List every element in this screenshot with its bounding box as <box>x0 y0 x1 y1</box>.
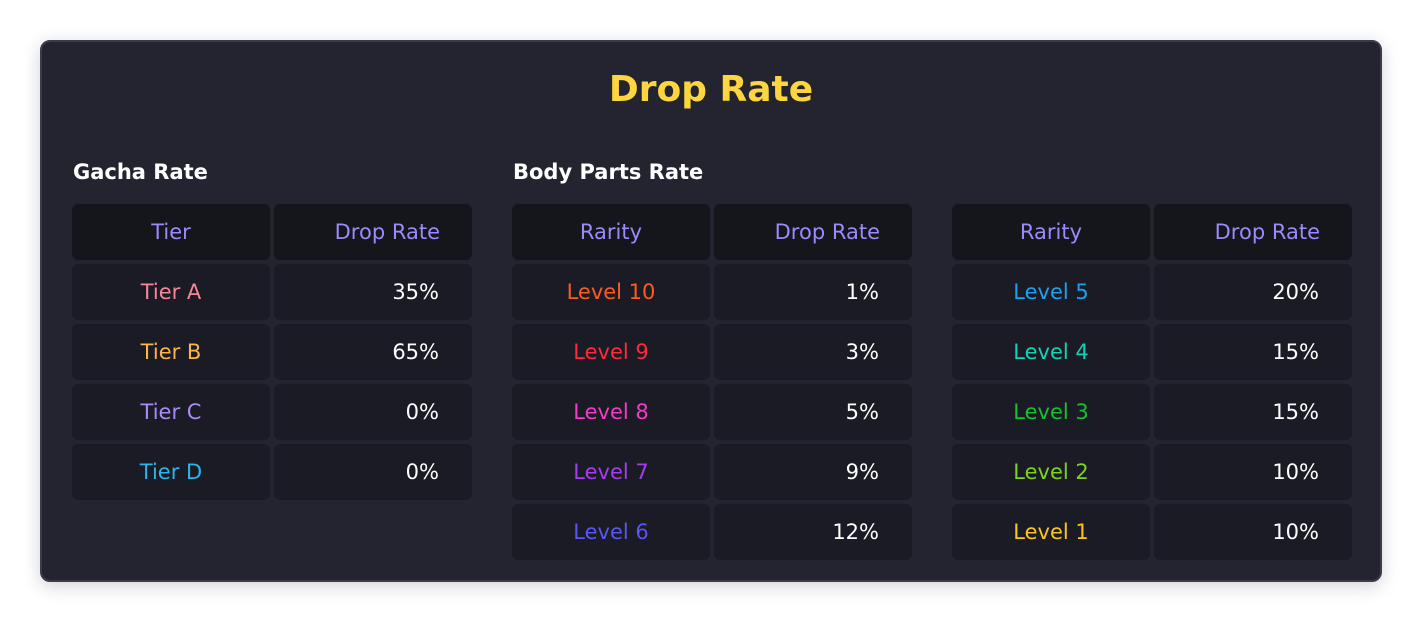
drop-rate-value: 0% <box>274 384 472 440</box>
rarity-label: Level 3 <box>952 384 1150 440</box>
rarity-label: Level 5 <box>952 264 1150 320</box>
table-header-rarity: Rarity <box>952 204 1150 260</box>
tier-label: Tier C <box>72 384 270 440</box>
rarity-label: Level 7 <box>512 444 710 500</box>
tier-label: Tier A <box>72 264 270 320</box>
drop-rate-value: 3% <box>714 324 912 380</box>
rarity-label: Level 1 <box>952 504 1150 560</box>
body-parts-rate-table-high: Rarity Drop Rate Level 10 1% Level 9 3% … <box>512 204 912 560</box>
drop-rate-value: 35% <box>274 264 472 320</box>
rarity-label: Level 2 <box>952 444 1150 500</box>
drop-rate-value: 20% <box>1154 264 1352 320</box>
drop-rate-value: 1% <box>714 264 912 320</box>
rarity-label: Level 4 <box>952 324 1150 380</box>
drop-rate-panel: Drop Rate Gacha Rate Body Parts Rate Tie… <box>40 40 1382 582</box>
drop-rate-value: 65% <box>274 324 472 380</box>
table-header-drop-rate: Drop Rate <box>274 204 472 260</box>
table-header-rarity: Rarity <box>512 204 710 260</box>
body-parts-rate-table-low: Rarity Drop Rate Level 5 20% Level 4 15%… <box>952 204 1352 560</box>
rarity-label: Level 9 <box>512 324 710 380</box>
table-header-drop-rate: Drop Rate <box>1154 204 1352 260</box>
drop-rate-value: 12% <box>714 504 912 560</box>
drop-rate-value: 15% <box>1154 324 1352 380</box>
gacha-rate-section-title: Gacha Rate <box>73 160 208 184</box>
drop-rate-value: 0% <box>274 444 472 500</box>
body-parts-rate-section-title: Body Parts Rate <box>513 160 704 184</box>
table-header-drop-rate: Drop Rate <box>714 204 912 260</box>
drop-rate-value: 5% <box>714 384 912 440</box>
drop-rate-value: 15% <box>1154 384 1352 440</box>
rarity-label: Level 10 <box>512 264 710 320</box>
tier-label: Tier B <box>72 324 270 380</box>
rarity-label: Level 6 <box>512 504 710 560</box>
tier-label: Tier D <box>72 444 270 500</box>
table-header-tier: Tier <box>72 204 270 260</box>
rarity-label: Level 8 <box>512 384 710 440</box>
gacha-rate-table: Tier Drop Rate Tier A 35% Tier B 65% Tie… <box>72 204 472 500</box>
drop-rate-value: 9% <box>714 444 912 500</box>
drop-rate-value: 10% <box>1154 504 1352 560</box>
page-title: Drop Rate <box>608 69 814 110</box>
drop-rate-value: 10% <box>1154 444 1352 500</box>
